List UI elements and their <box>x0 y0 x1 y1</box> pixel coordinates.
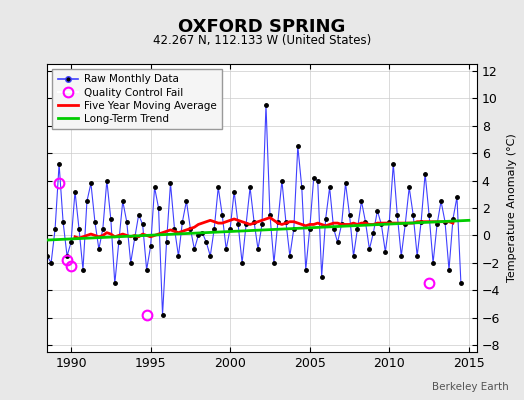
Y-axis label: Temperature Anomaly (°C): Temperature Anomaly (°C) <box>507 134 517 282</box>
Text: OXFORD SPRING: OXFORD SPRING <box>178 18 346 36</box>
Legend: Raw Monthly Data, Quality Control Fail, Five Year Moving Average, Long-Term Tren: Raw Monthly Data, Quality Control Fail, … <box>52 69 222 129</box>
Text: 42.267 N, 112.133 W (United States): 42.267 N, 112.133 W (United States) <box>153 34 371 47</box>
Text: Berkeley Earth: Berkeley Earth <box>432 382 508 392</box>
